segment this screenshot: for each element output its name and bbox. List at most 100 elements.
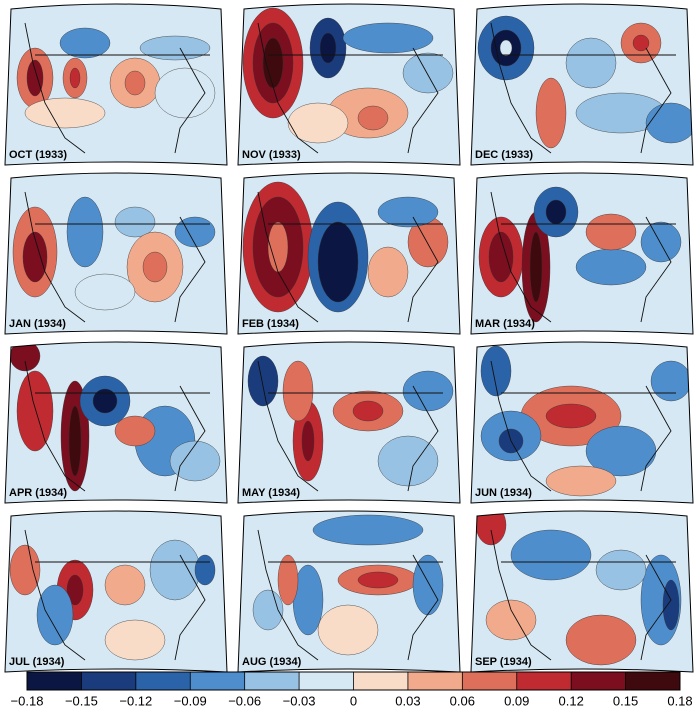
colorbar-tick-label: 0.18: [667, 693, 692, 708]
map-outline: [4, 3, 228, 166]
anomaly-blob: [488, 231, 514, 283]
anomaly-blob: [68, 405, 82, 477]
anomaly-blob: [267, 221, 289, 273]
anomaly-field: [12, 191, 216, 323]
anomaly-blob: [412, 554, 444, 616]
coastline: [257, 360, 443, 492]
coastline: [24, 529, 210, 661]
colorbar-tick-label: −0.03: [283, 693, 316, 708]
map-panel: NOV (1933): [237, 3, 461, 166]
colorbar-cell: [571, 672, 626, 690]
coastline: [24, 22, 210, 154]
anomaly-blob: [342, 22, 434, 54]
anomaly-blob: [545, 465, 617, 497]
anomaly-blob: [247, 355, 279, 407]
coastline: [490, 22, 676, 154]
anomaly-blob: [124, 70, 146, 96]
map-panel: JUN (1934): [470, 341, 694, 504]
map-panel: JAN (1934): [4, 172, 228, 335]
panel-label: MAR (1934): [475, 318, 535, 330]
colorbar-cell: [462, 672, 517, 690]
panel-label: OCT (1933): [9, 149, 67, 161]
panel-label: MAY (1934): [242, 487, 300, 499]
colorbar-cell: [27, 672, 82, 690]
coastline: [490, 191, 676, 323]
anomaly-blob: [317, 221, 359, 303]
map-panel: JUL (1934): [4, 510, 228, 673]
map-outline: [470, 3, 694, 166]
anomaly-blob: [174, 216, 216, 248]
coastline: [490, 360, 676, 492]
anomaly-blob: [565, 37, 617, 89]
anomaly-blob: [650, 360, 692, 402]
anomaly-blob: [16, 370, 54, 452]
anomaly-blob: [377, 435, 439, 487]
anomaly-field: [478, 186, 682, 323]
anomaly-blob: [9, 544, 41, 596]
map-outline: [237, 341, 461, 504]
panel-label: APR (1934): [9, 487, 67, 499]
anomaly-blob: [36, 584, 74, 646]
colorbar-tick-label: 0: [350, 693, 357, 708]
anomaly-blob: [640, 221, 682, 263]
colorbar-tick-label: −0.18: [11, 693, 44, 708]
anomaly-field: [9, 529, 216, 661]
map-panel: DEC (1933): [470, 3, 694, 166]
colorbar-cell: [516, 672, 572, 690]
anomaly-blob: [575, 248, 647, 286]
anomaly-blob: [595, 549, 647, 591]
colorbar-tick-label: −0.15: [65, 693, 98, 708]
map-background: [238, 511, 460, 672]
anomaly-blob: [92, 388, 118, 414]
panel-label: JUL (1934): [9, 656, 65, 668]
coastline: [24, 360, 210, 492]
colorbar-tick-label: −0.09: [174, 693, 207, 708]
panel-label: JAN (1934): [9, 318, 66, 330]
anomaly-blob: [485, 599, 537, 641]
anomaly-field: [242, 7, 454, 154]
anomaly-blob: [139, 35, 211, 61]
anomaly-field: [242, 181, 449, 323]
colorbar-tick-label: 0.09: [504, 693, 529, 708]
anomaly-blob: [22, 231, 48, 283]
anomaly-blob: [367, 246, 409, 298]
anomaly-blob: [499, 39, 513, 57]
panel-label: NOV (1933): [242, 149, 301, 161]
anomaly-blob: [535, 77, 567, 149]
anomaly-blob: [545, 199, 567, 225]
anomaly-blob: [104, 564, 146, 606]
anomaly-blob: [565, 614, 637, 666]
colorbar-cell: [299, 672, 354, 690]
anomaly-blob: [66, 574, 84, 606]
map-panel: OCT (1933): [4, 3, 228, 166]
map-outline: [4, 341, 228, 504]
anomaly-field: [247, 355, 454, 492]
map-outline: [237, 3, 461, 166]
anomaly-blob: [154, 67, 216, 119]
anomaly-blob: [585, 425, 657, 477]
map-panel: APR (1934): [4, 341, 228, 504]
panel-label: FEB (1934): [242, 318, 299, 330]
anomaly-blob: [352, 400, 384, 422]
anomaly-blob: [252, 589, 284, 631]
coastline: [490, 529, 676, 661]
anomaly-field: [477, 15, 693, 154]
anomaly-blob: [169, 440, 221, 482]
anomaly-blob: [662, 579, 680, 631]
colorbar-cell: [625, 672, 680, 690]
map-outline: [470, 172, 694, 335]
panel-label: AUG (1934): [242, 656, 302, 668]
panel-label: DEC (1933): [475, 149, 533, 161]
coastline: [257, 22, 443, 154]
anomaly-blob: [480, 345, 512, 397]
anomaly-blob: [510, 529, 592, 581]
colorbar-cell: [81, 672, 136, 690]
anomaly-blob: [377, 196, 439, 228]
anomaly-blob: [114, 415, 156, 447]
colorbar-cell: [353, 672, 408, 690]
colorbar-tick-label: 0.06: [450, 693, 475, 708]
anomaly-blob: [26, 59, 44, 97]
map-outline: [470, 510, 694, 673]
anomaly-blob: [277, 554, 299, 606]
